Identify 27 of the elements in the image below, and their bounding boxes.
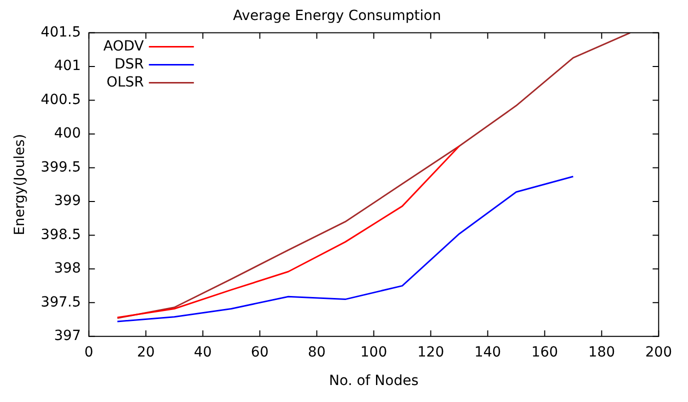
y-tick-label: 401.5 xyxy=(40,24,81,40)
x-tick-label: 0 xyxy=(84,344,94,360)
x-tick-label: 180 xyxy=(588,344,616,360)
y-tick-label: 397.5 xyxy=(40,294,81,310)
legend-label: AODV xyxy=(103,38,144,54)
legend-label: DSR xyxy=(114,56,144,72)
x-tick-label: 20 xyxy=(136,344,155,360)
x-axis-title: No. of Nodes xyxy=(329,373,418,390)
y-tick-label: 401 xyxy=(54,58,81,74)
y-tick-label: 399.5 xyxy=(40,159,81,176)
y-tick-label: 400.5 xyxy=(40,92,81,108)
y-tick-label: 397 xyxy=(54,328,81,344)
x-tick-label: 160 xyxy=(531,344,558,360)
x-tick-label: 60 xyxy=(250,344,269,360)
x-tick-label: 80 xyxy=(308,344,326,360)
y-tick-label: 400 xyxy=(54,126,81,142)
y-tick-label: 398.5 xyxy=(40,226,81,243)
x-tick-label: 200 xyxy=(645,344,672,360)
y-tick-label: 399 xyxy=(54,193,81,210)
y-tick-label: 398 xyxy=(54,260,81,277)
x-tick-label: 100 xyxy=(360,344,388,360)
x-tick-label: 40 xyxy=(194,344,212,360)
x-tick-label: 140 xyxy=(474,344,502,360)
x-tick-label: 120 xyxy=(417,344,444,360)
chart-title: Average Energy Consumption xyxy=(232,8,442,24)
legend-label: OLSR xyxy=(106,74,144,90)
y-axis-title: Energy(Joules) xyxy=(12,134,28,236)
